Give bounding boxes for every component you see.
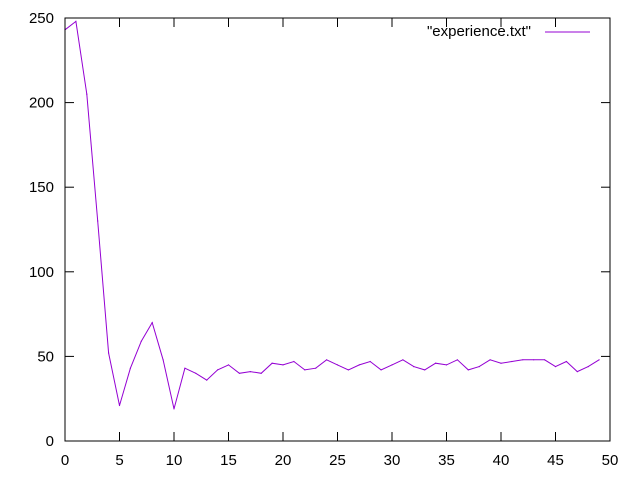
data-point <box>304 369 306 371</box>
y-tick-label: 150 <box>29 179 54 196</box>
data-point <box>336 364 339 366</box>
data-point <box>544 359 546 361</box>
data-point <box>522 359 524 361</box>
data-point <box>75 20 77 22</box>
data-point <box>478 366 480 368</box>
data-point <box>489 359 491 361</box>
data-point <box>86 93 88 95</box>
series-line <box>64 20 600 410</box>
data-point <box>326 359 328 361</box>
data-point <box>435 362 437 364</box>
x-tick-label: 25 <box>329 452 346 469</box>
y-axis-ticks <box>65 17 610 442</box>
x-axis-ticks <box>64 18 611 441</box>
data-point <box>369 360 371 363</box>
x-tick-label: 10 <box>166 452 183 469</box>
x-tick-label: 30 <box>384 452 401 469</box>
data-point <box>129 367 131 369</box>
data-point <box>467 369 469 371</box>
y-tick-label: 50 <box>37 348 54 365</box>
y-tick-label: 250 <box>29 10 54 27</box>
data-point <box>173 408 175 410</box>
legend: "experience.txt" <box>427 23 590 40</box>
data-point <box>217 369 219 371</box>
data-point <box>97 220 99 222</box>
data-point <box>195 372 197 374</box>
x-tick-label: 40 <box>493 452 510 469</box>
data-point <box>260 372 262 374</box>
data-point <box>315 367 317 369</box>
data-point <box>358 364 360 366</box>
data-point <box>391 364 393 366</box>
data-point <box>271 362 273 364</box>
y-tick-label: 100 <box>29 264 54 281</box>
data-point <box>118 404 121 407</box>
x-tick-label: 15 <box>220 452 237 469</box>
legend-label: "experience.txt" <box>427 23 531 40</box>
data-point <box>380 369 382 371</box>
x-tick-label: 0 <box>61 452 69 469</box>
data-point <box>162 359 164 361</box>
data-point <box>402 359 404 361</box>
data-point <box>424 369 426 371</box>
x-tick-label: 35 <box>438 452 455 469</box>
x-tick-label: 45 <box>547 452 564 469</box>
series-group <box>64 20 600 410</box>
x-tick-label: 50 <box>602 452 619 469</box>
data-point <box>565 360 568 363</box>
data-point <box>587 366 589 368</box>
data-point <box>293 360 295 363</box>
data-point <box>238 372 240 374</box>
data-point <box>108 352 110 354</box>
data-point <box>151 322 153 324</box>
x-axis-tick-labels: 0 5 10 15 20 25 30 35 40 45 50 <box>61 452 619 469</box>
data-point <box>456 359 458 361</box>
y-axis-tick-labels: 0 50 100 150 200 250 <box>29 10 54 450</box>
x-tick-label: 5 <box>115 452 123 469</box>
data-point <box>511 360 513 363</box>
y-tick-label: 0 <box>46 433 54 450</box>
plot-frame <box>64 17 611 442</box>
data-point <box>533 359 535 361</box>
data-point <box>227 364 230 366</box>
data-point <box>576 371 578 373</box>
data-point <box>598 359 600 361</box>
data-point <box>413 366 415 368</box>
data-point <box>282 364 284 366</box>
data-point <box>206 379 208 381</box>
data-point <box>184 367 186 369</box>
data-point <box>347 369 349 371</box>
data-point <box>500 362 502 364</box>
x-tick-label: 20 <box>275 452 292 469</box>
data-point <box>140 340 142 342</box>
data-point <box>554 366 557 368</box>
data-point <box>445 364 448 366</box>
y-tick-label: 200 <box>29 95 54 112</box>
data-point <box>249 371 251 373</box>
